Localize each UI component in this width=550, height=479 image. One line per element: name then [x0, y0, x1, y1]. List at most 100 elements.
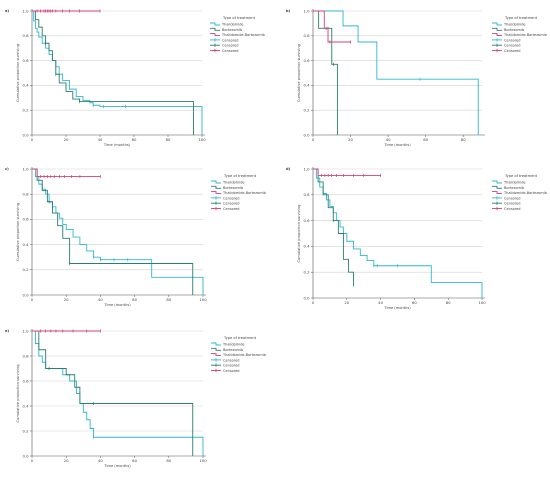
survival-curve-3: [32, 168, 101, 178]
panel-label: b): [286, 9, 291, 13]
legend-label: Thalidomide-Bortezomib: [503, 33, 548, 37]
legend-label: Censored: [504, 207, 521, 211]
legend-label: Bortezomib: [504, 28, 525, 32]
legend-label: Bortezomib: [504, 186, 525, 190]
legend-label: Thalidomide-Bortezomib: [221, 33, 266, 37]
x-tick-label: 80: [166, 458, 171, 463]
y-tick-label: 0.4: [303, 244, 310, 249]
x-tick-label: 60: [132, 297, 137, 302]
x-axis-title: Time (months): [383, 306, 411, 310]
panel-4: d) 0.0 0.2 0.4 0.6 0.8 1.0 0 20 40 60 80 100 Time (mo…: [286, 166, 548, 310]
legend-swatch: [211, 347, 221, 351]
survival-curve-1: [313, 10, 479, 135]
legend-label: Censored: [222, 38, 239, 42]
x-tick-label: 80: [446, 300, 451, 305]
x-tick-label: 0: [312, 137, 315, 142]
legend-title: Type of treatment: [222, 16, 256, 20]
y-axis-title: Cumulative proportion surviving: [16, 44, 20, 102]
y-tick-label: 0.4: [303, 83, 310, 88]
legend-title: Type of treatment: [223, 174, 257, 178]
x-tick-label: 0: [31, 458, 34, 463]
legend-swatch: [211, 353, 221, 357]
x-axis-title: Time (months): [383, 143, 411, 147]
x-tick-label: 20: [348, 137, 353, 142]
y-tick-label: 0.6: [303, 218, 310, 223]
x-tick-label: 80: [166, 137, 171, 142]
legend-label: Censored: [222, 49, 239, 53]
panel-5: e) 0.0 0.2 0.4 0.6 0.8 1.0 0 20 40 60 80 100 Time (mo…: [5, 328, 267, 468]
panel-2: b) 0.0 0.2 0.4 0.6 0.8 1.0 0 20 40 60 80 Time (month…: [286, 8, 548, 147]
legend-swatch: [210, 22, 220, 26]
survival-curve-2: [313, 168, 355, 286]
x-tick-label: 60: [132, 458, 137, 463]
y-tick-label: 0.0: [303, 132, 310, 137]
survival-curve-2: [32, 168, 194, 295]
legend-label: Thalidomide: [222, 343, 245, 347]
x-tick-label: 100: [199, 458, 207, 463]
legend-label: Censored: [504, 44, 521, 48]
x-tick-label: 60: [423, 137, 428, 142]
legend-label: Thalidomide-Bortezomib: [222, 353, 267, 357]
legend-label: Censored: [223, 369, 240, 373]
panel-label: c): [5, 167, 9, 171]
x-tick-label: 60: [132, 137, 137, 142]
legend-label: Thalidomide-Bortezomib: [503, 191, 548, 195]
panel-1: a) 0.0 0.2 0.4 0.6 0.8 1.0 0 20 40 60 80 100 Time (mo…: [5, 8, 266, 147]
survival-curve-1: [32, 10, 203, 135]
legend-label: Bortezomib: [223, 186, 244, 190]
y-tick-label: 0.8: [22, 353, 29, 358]
x-axis-title: Time (months): [103, 143, 131, 147]
legend-label: Censored: [223, 202, 240, 206]
panel-label: a): [5, 9, 9, 13]
y-tick-label: 0.4: [22, 83, 29, 88]
y-tick-label: 0.8: [22, 33, 29, 38]
y-tick-label: 0.2: [303, 270, 310, 275]
legend-label: Thalidomide: [503, 181, 526, 185]
legend-swatch: [211, 185, 221, 189]
x-tick-label: 80: [166, 297, 171, 302]
legend-title: Type of treatment: [223, 336, 257, 340]
legend-label: Bortezomib: [223, 348, 244, 352]
x-tick-label: 40: [378, 300, 383, 305]
y-tick-label: 0.6: [22, 378, 29, 383]
survival-curve-2: [313, 10, 338, 135]
x-tick-label: 0: [31, 137, 34, 142]
y-tick-label: 1.0: [22, 328, 29, 333]
survival-curve-1: [32, 330, 204, 456]
legend-label: Bortezomib: [222, 28, 243, 32]
legend-title: Type of treatment: [504, 16, 538, 20]
legend-swatch: [492, 22, 502, 26]
y-tick-label: 0.6: [22, 217, 29, 222]
x-tick-label: 0: [312, 300, 315, 305]
legend-swatch: [492, 180, 502, 184]
survival-curve-1: [32, 168, 204, 295]
x-tick-label: 100: [478, 300, 486, 305]
legend-swatch: [492, 33, 502, 37]
legend-swatch: [492, 27, 502, 31]
y-tick-label: 0.8: [303, 192, 310, 197]
legend-label: Censored: [223, 364, 240, 368]
x-tick-label: 20: [344, 300, 349, 305]
x-tick-label: 20: [64, 137, 69, 142]
legend-label: Censored: [504, 202, 521, 206]
x-tick-label: 40: [98, 297, 103, 302]
panel-3: c) 0.0 0.2 0.4 0.6 0.8 1.0 0 20 40 60 80 100 Time (mo…: [5, 166, 267, 307]
y-tick-label: 1.0: [22, 8, 29, 13]
x-tick-label: 80: [461, 137, 466, 142]
y-tick-label: 0.2: [22, 428, 29, 433]
x-tick-label: 60: [412, 300, 417, 305]
y-tick-label: 0.0: [22, 132, 29, 137]
y-axis-title: Cumulative proportion surviving: [16, 203, 20, 261]
legend-label: Censored: [223, 358, 240, 362]
x-tick-label: 40: [98, 458, 103, 463]
survival-curve-2: [32, 330, 194, 456]
y-axis-title: Cumulative proportion surviving: [16, 365, 20, 423]
legend-label: Censored: [223, 196, 240, 200]
legend-swatch: [492, 185, 502, 189]
legend-label: Censored: [504, 196, 521, 200]
y-axis-title: Cumulative proportion surviving: [297, 205, 301, 263]
survival-curve-2: [32, 10, 194, 135]
y-tick-label: 0.2: [22, 108, 29, 113]
panel-label: e): [5, 329, 9, 333]
